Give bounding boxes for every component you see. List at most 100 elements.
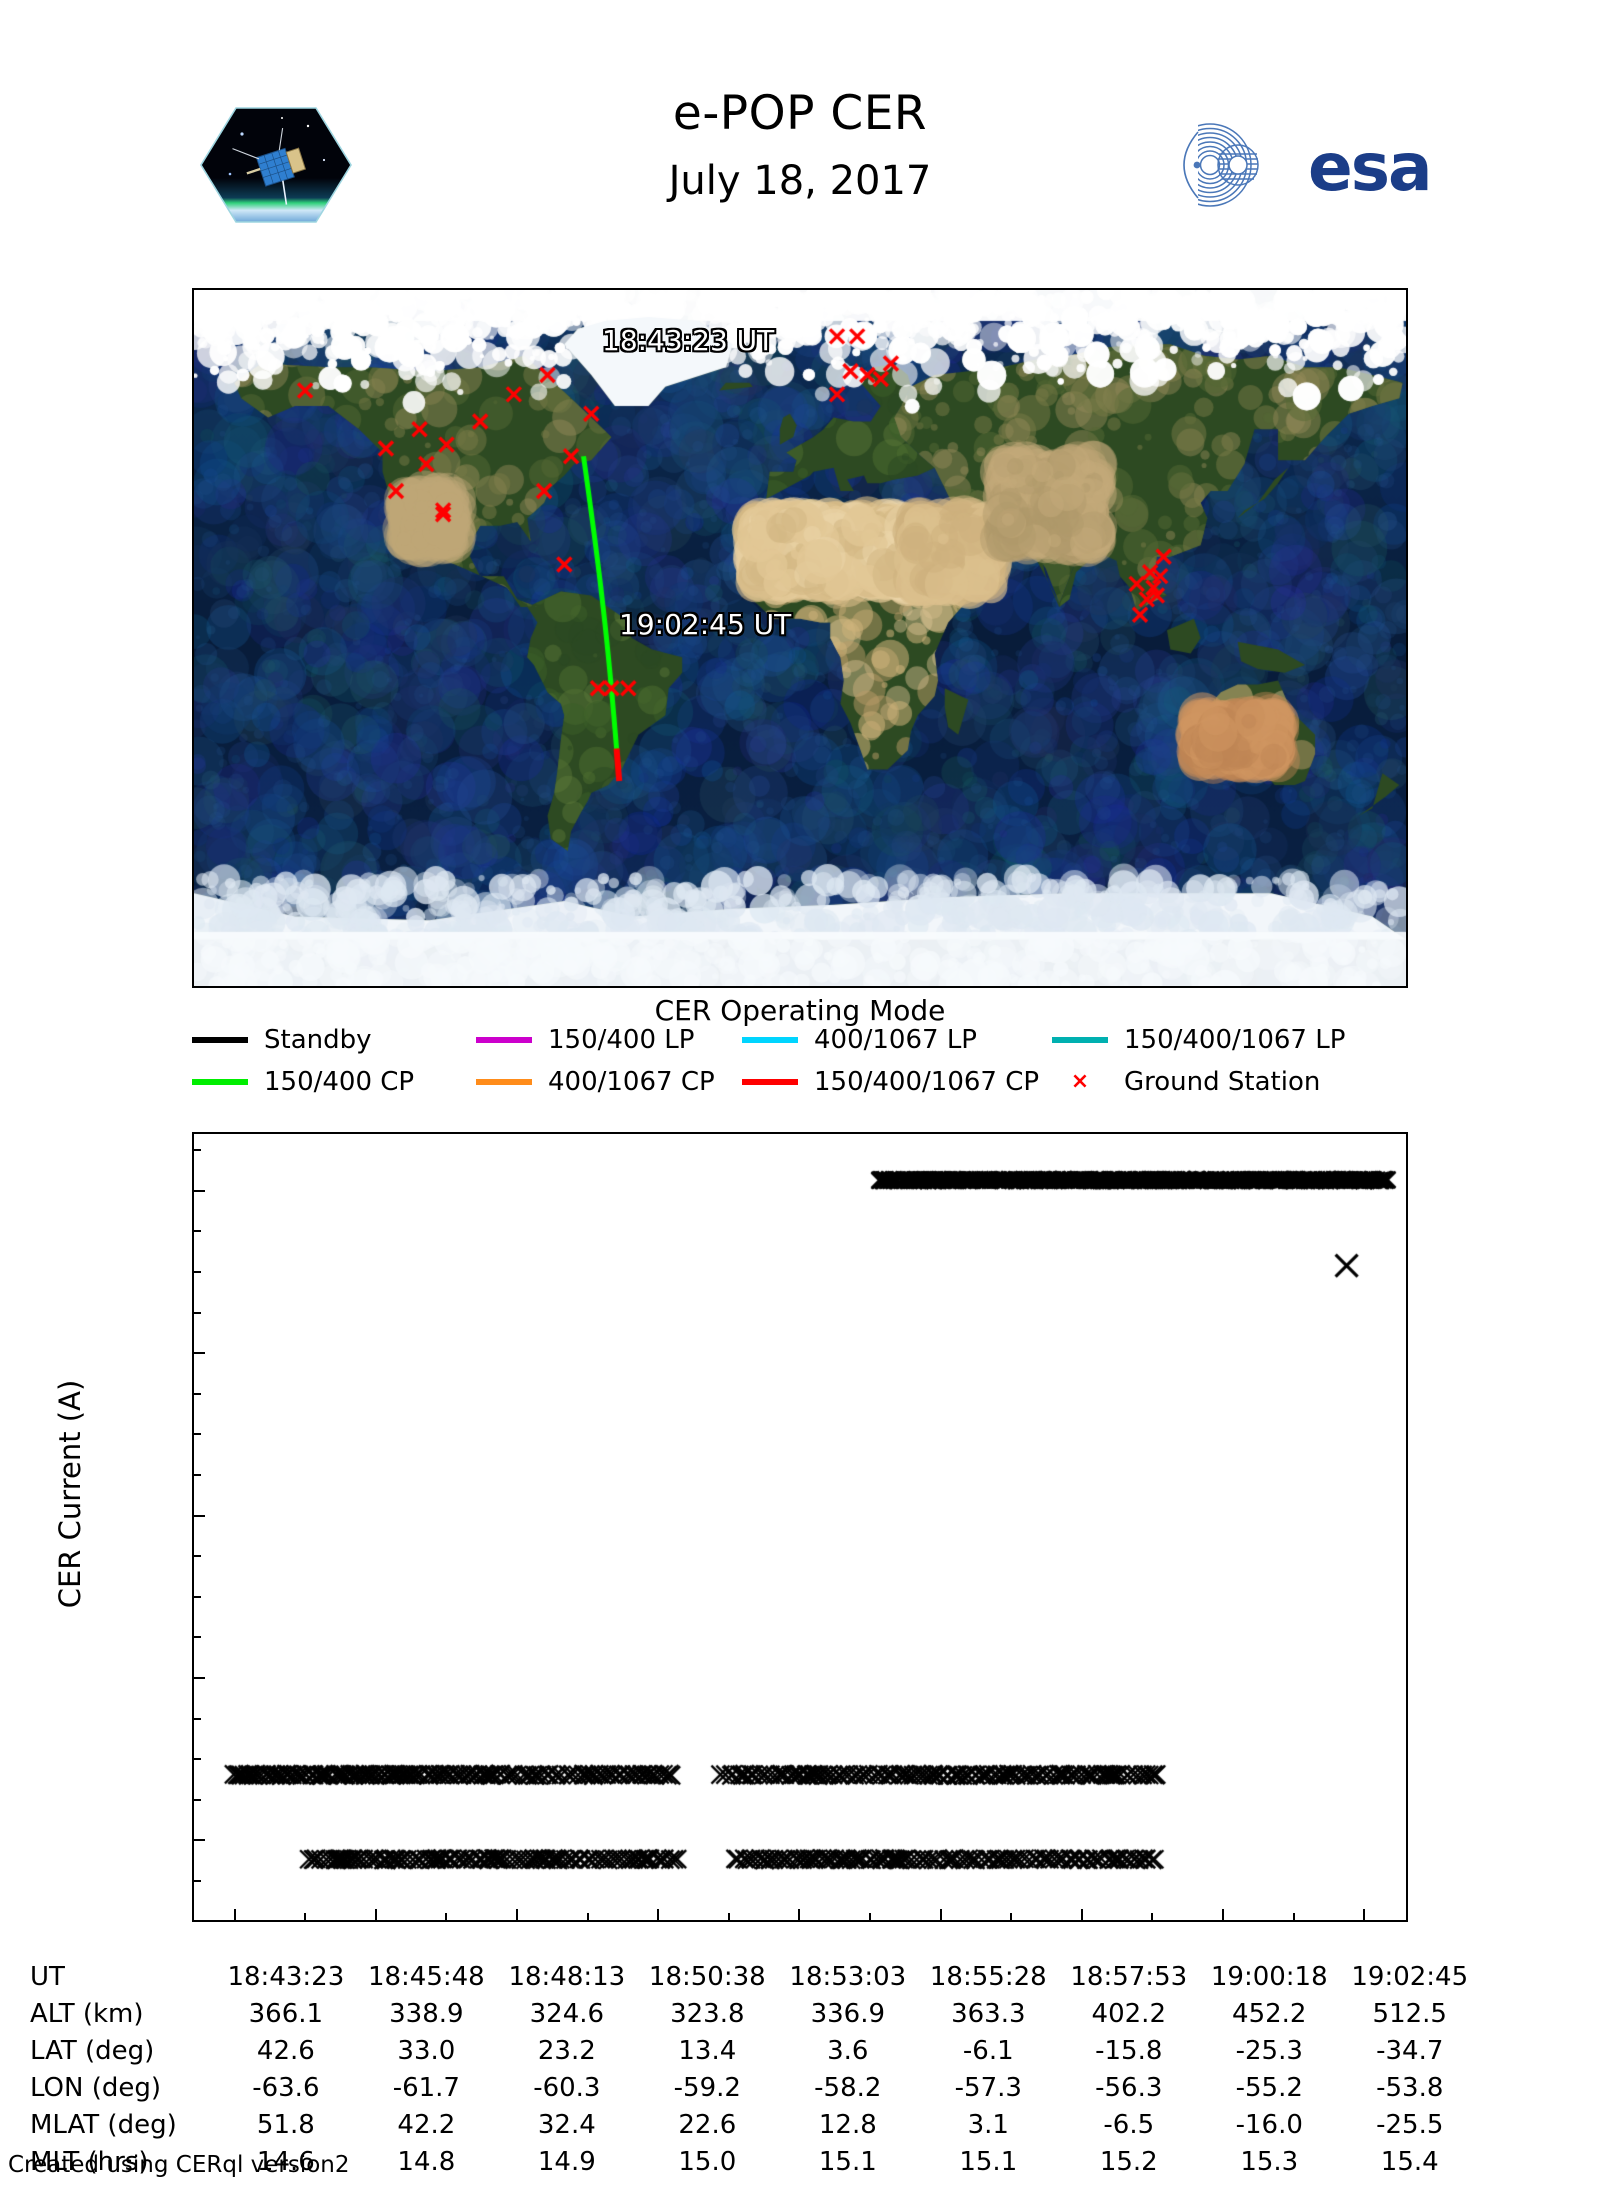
table-cell: -25.3	[1235, 2035, 1303, 2066]
table-row-header: LAT (deg)	[30, 2035, 155, 2066]
table-cell: 42.2	[397, 2109, 456, 2140]
table-cell: -6.5	[1103, 2109, 1155, 2140]
legend-label: 400/1067 LP	[814, 1025, 977, 1055]
table-cell: 15.2	[1099, 2146, 1158, 2177]
y-axis-minor-tick	[194, 1555, 201, 1558]
table-cell: 18:53:03	[789, 1961, 907, 1992]
legend-label: 150/400/1067 CP	[814, 1067, 1040, 1097]
table-cell: 323.8	[670, 1998, 745, 2029]
y-axis-minor-tick	[194, 1230, 201, 1233]
table-row-header: ALT (km)	[30, 1998, 144, 2029]
legend-label: 150/400 CP	[264, 1067, 415, 1097]
y-axis-minor-tick	[194, 1271, 201, 1274]
table-cell: 15.1	[959, 2146, 1018, 2177]
table-cell: 15.0	[678, 2146, 737, 2177]
x-axis-minor-tick	[1010, 1913, 1013, 1920]
legend-label: 400/1067 CP	[548, 1067, 715, 1097]
legend-label: Ground Station	[1124, 1067, 1321, 1097]
table-cell: 19:02:45	[1351, 1961, 1469, 1992]
table-cell: 18:55:28	[929, 1961, 1047, 1992]
world-map-canvas	[194, 290, 1406, 986]
table-row: MLT (hrs) 14.6 14.8 14.9 15.0 15.1 15.1 15.2 15.…	[30, 2143, 1480, 2180]
x-axis-tick	[939, 1909, 942, 1920]
table-cell: 12.8	[818, 2109, 877, 2140]
table-cell: -16.0	[1235, 2109, 1303, 2140]
table-row-header: LON (deg)	[30, 2072, 162, 2103]
table-cell: 19:00:18	[1210, 1961, 1328, 1992]
table-cell: 18:48:13	[508, 1961, 626, 1992]
header: e-POP CER July 18, 2017	[0, 0, 1600, 270]
y-axis-tick	[194, 1352, 205, 1355]
table-cell: -57.3	[954, 2072, 1022, 2103]
ephemeris-table-grid: UT 18:43:23 18:45:48 18:48:13 18:50:38 18:53:…	[30, 1958, 1480, 2180]
table-cell: -53.8	[1376, 2072, 1444, 2103]
table-cell: 51.8	[256, 2109, 315, 2140]
table-cell: 18:50:38	[648, 1961, 766, 1992]
map-caption: CER Operating Mode	[654, 994, 946, 1027]
page-subtitle-date: July 18, 2017	[668, 157, 932, 204]
y-axis-minor-tick	[194, 1798, 201, 1801]
x-axis-tick	[233, 1909, 236, 1920]
legend-row: 150/400 CP 400/1067 CP 150/400/1067 CP × Gro…	[192, 1064, 1452, 1100]
x-axis-tick	[374, 1909, 377, 1920]
table-row-header: UT	[30, 1961, 65, 1992]
orbit-end-time-label: 19:02:45 UT	[619, 608, 792, 641]
page-title: e-POP CER	[672, 86, 928, 141]
table-cell: 18:43:23	[227, 1961, 345, 1992]
orbit-start-time-label: 18:43:23 UT	[602, 324, 775, 357]
ground-station-x-icon: ×	[1070, 1069, 1090, 1094]
legend-item: 150/400 CP	[192, 1064, 414, 1100]
table-cell: -63.6	[252, 2072, 320, 2103]
legend-row: Standby 150/400 LP 400/1067 LP 150/400/1067…	[192, 1022, 1452, 1058]
legend: Standby 150/400 LP 400/1067 LP 150/400/1067…	[192, 1022, 1452, 1102]
table-cell: 33.0	[397, 2035, 456, 2066]
table-cell: 512.5	[1372, 1998, 1447, 2029]
footer-credit: Created using CERql version2	[8, 2152, 350, 2178]
y-axis-minor-tick	[194, 1595, 201, 1598]
x-axis-minor-tick	[1292, 1913, 1295, 1920]
table-cell: 42.6	[256, 2035, 315, 2066]
x-axis-minor-tick	[1151, 1913, 1154, 1920]
y-axis-tick	[194, 1514, 205, 1517]
table-row: LON (deg) -63.6 -61.7 -60.3 -59.2 -58.2 -57.3 -…	[30, 2069, 1480, 2106]
x-axis-tick	[657, 1909, 660, 1920]
cer-current-plot: CER Current (A) 0.350.400.450.500.55	[0, 1132, 1600, 1952]
y-axis-minor-tick	[194, 1311, 201, 1314]
table-row: UT 18:43:23 18:45:48 18:48:13 18:50:38 18:53:…	[30, 1958, 1480, 1995]
table-cell: 15.3	[1240, 2146, 1299, 2177]
x-axis-tick	[1080, 1909, 1083, 1920]
legend-item: 150/400/1067 LP	[1052, 1022, 1345, 1058]
plot-area: 0.350.400.450.500.55	[192, 1132, 1408, 1922]
y-axis-tick	[194, 1189, 205, 1192]
legend-item: × Ground Station	[1052, 1064, 1321, 1100]
legend-color-swatch	[1052, 1037, 1108, 1043]
table-cell: 14.9	[537, 2146, 596, 2177]
legend-color-swatch	[192, 1037, 248, 1043]
svg-text:esa: esa	[1308, 129, 1431, 206]
x-axis-tick	[1363, 1909, 1366, 1920]
legend-item: 400/1067 CP	[476, 1064, 715, 1100]
table-cell: 363.3	[951, 1998, 1026, 2029]
y-axis-minor-tick	[194, 1474, 201, 1477]
table-cell: -56.3	[1095, 2072, 1163, 2103]
table-cell: 14.8	[397, 2146, 456, 2177]
x-axis-minor-tick	[586, 1913, 589, 1920]
y-axis-minor-tick	[194, 1149, 201, 1152]
table-cell: 338.9	[389, 1998, 464, 2029]
esa-logo: esa	[1168, 122, 1443, 208]
legend-item: 150/400/1067 CP	[742, 1064, 1039, 1100]
title-block: e-POP CER July 18, 2017	[400, 88, 1200, 204]
map-figure: 18:43:23 UT 19:02:45 UT CER Operating Mo…	[192, 288, 1408, 1027]
legend-color-swatch	[192, 1079, 248, 1085]
y-axis-tick	[194, 1677, 205, 1680]
table-cell: -61.7	[392, 2072, 460, 2103]
legend-color-swatch	[476, 1037, 532, 1043]
y-axis-tick	[194, 1839, 205, 1842]
ephemeris-table: UT 18:43:23 18:45:48 18:48:13 18:50:38 18:53:…	[0, 1958, 1600, 2180]
table-cell: 32.4	[537, 2109, 596, 2140]
table-cell: -58.2	[814, 2072, 882, 2103]
legend-item: Standby	[192, 1022, 372, 1058]
table-cell: -60.3	[533, 2072, 601, 2103]
x-axis-minor-tick	[727, 1913, 730, 1920]
legend-label: 150/400/1067 LP	[1124, 1025, 1346, 1055]
